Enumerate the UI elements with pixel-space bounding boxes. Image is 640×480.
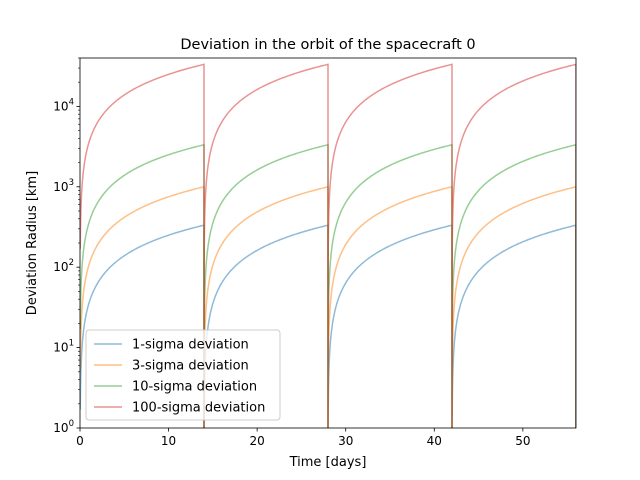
y-tick-label: 104 xyxy=(53,97,74,113)
y-tick-label: 103 xyxy=(53,178,74,194)
x-axis-ticks: 0 10 20 30 40 50 xyxy=(76,428,530,448)
legend-label-4: 100-sigma deviation xyxy=(132,401,265,416)
y-axis-label: Deviation Radius [km] xyxy=(25,171,40,315)
x-tick-label: 40 xyxy=(427,434,442,448)
legend: 1-sigma deviation 3-sigma deviation 10-sig… xyxy=(85,329,281,421)
x-tick-label: 50 xyxy=(515,434,530,448)
series-line-4 xyxy=(80,63,576,428)
legend-label-2: 3-sigma deviation xyxy=(132,359,249,374)
y-tick-label: 102 xyxy=(53,258,74,274)
legend-label-1: 1-sigma deviation xyxy=(132,338,249,353)
x-tick-label: 30 xyxy=(338,434,353,448)
y-tick-label: 100 xyxy=(53,419,74,435)
plot-series xyxy=(80,63,576,428)
legend-label-3: 10-sigma deviation xyxy=(132,380,257,395)
x-tick-label: 10 xyxy=(161,434,176,448)
x-tick-label: 20 xyxy=(250,434,265,448)
legend-box xyxy=(85,329,281,421)
x-tick-label: 0 xyxy=(76,434,84,448)
chart-title: Deviation in the orbit of the spacecraft… xyxy=(180,37,475,53)
y-tick-label: 101 xyxy=(53,339,74,355)
y-axis-ticks: 100 101 102 103 104 xyxy=(53,57,80,435)
x-axis-label: Time [days] xyxy=(289,455,367,470)
